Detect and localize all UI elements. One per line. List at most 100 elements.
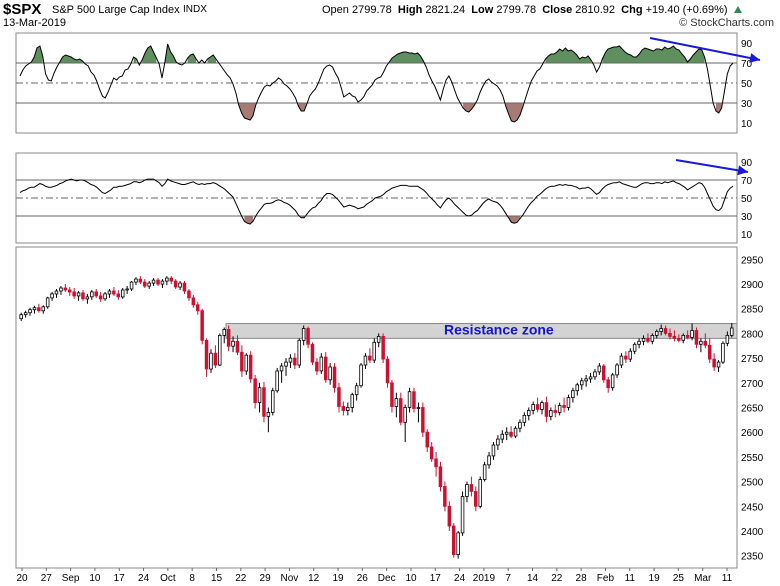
x-tick-label: 24 — [454, 573, 466, 584]
indicator2-tick-70: 70 — [741, 176, 753, 187]
x-tick-label: 15 — [211, 573, 223, 584]
candle-body — [637, 340, 641, 345]
candle-body — [703, 340, 708, 346]
indicator1-overbought-fill — [59, 55, 83, 63]
indicator1-tick-70: 70 — [741, 59, 753, 70]
candle-body — [663, 328, 668, 334]
candle-body — [125, 288, 129, 291]
indicator1-line — [19, 43, 734, 123]
x-tick-label: 24 — [138, 573, 150, 584]
price-tick-2550: 2550 — [741, 453, 764, 464]
candle-body — [165, 277, 169, 282]
candle-body — [381, 335, 385, 360]
ohlc-readout: Open 2799.78 High 2821.24 Low 2799.78 Cl… — [322, 4, 742, 16]
candle-body — [134, 278, 138, 283]
candle-body — [72, 291, 76, 297]
indicator1-tick-30: 30 — [741, 99, 753, 110]
candle-body — [37, 307, 41, 312]
indicator1-overbought-fill — [207, 55, 217, 63]
candle-body — [32, 307, 37, 311]
x-tick-label: 20 — [16, 573, 28, 584]
indicator1-overbought-fill — [164, 44, 177, 63]
candle-body — [129, 281, 134, 290]
x-tick-label: 25 — [673, 573, 685, 584]
candle-body — [156, 279, 160, 285]
candle-body — [447, 505, 452, 527]
candle-body — [85, 296, 90, 300]
high-value: 2821.24 — [425, 4, 466, 16]
indicator1-oversold-fill — [238, 103, 256, 120]
x-tick-label: 19 — [332, 573, 344, 584]
trend-arrow-2-head — [737, 165, 748, 176]
x-tick-label: 28 — [576, 573, 588, 584]
up-triangle-icon — [733, 6, 742, 13]
price-tick-2950: 2950 — [741, 255, 764, 266]
candle-body — [19, 314, 23, 320]
candle-body — [531, 404, 535, 411]
close-value: 2810.92 — [575, 4, 616, 16]
indicator1-overbought-fill — [187, 54, 197, 63]
candle-body — [266, 411, 271, 417]
indicator1-oversold-fill — [715, 103, 722, 113]
candle-body — [641, 337, 646, 342]
candle-body — [610, 374, 615, 389]
candle-body — [549, 410, 553, 417]
candle-body — [491, 444, 496, 457]
x-tick-label: Nov — [281, 573, 299, 584]
candle-body — [297, 339, 301, 366]
candle-body — [527, 410, 531, 416]
candle-body — [253, 378, 257, 403]
high-label: High — [397, 4, 423, 16]
candle-body — [275, 370, 279, 392]
indicator2-tick-30: 30 — [741, 212, 753, 223]
x-tick-label: 10 — [405, 573, 417, 584]
indicator1-tick-90: 90 — [741, 39, 753, 50]
candle-body — [522, 414, 527, 423]
candle-body — [235, 340, 240, 353]
x-tick-label: 7 — [505, 573, 511, 584]
x-tick-label: 14 — [527, 573, 539, 584]
candle-body — [394, 398, 399, 407]
trend-arrow-1-shaft — [649, 37, 761, 61]
candle-body — [244, 354, 248, 372]
price-tick-2800: 2800 — [741, 329, 764, 340]
candle-body — [63, 287, 68, 291]
candle-body — [372, 341, 376, 361]
candle-body — [337, 387, 341, 407]
candle-body — [518, 421, 522, 429]
candle-body — [116, 293, 121, 298]
open-value: 2799.78 — [351, 4, 392, 16]
indicator2-tick-90: 90 — [741, 158, 753, 169]
candle-body — [632, 343, 637, 352]
date-label: 13-Mar-2019 — [3, 17, 66, 29]
candle-body — [279, 365, 284, 372]
candle-body — [593, 371, 597, 378]
candle-body — [293, 357, 297, 366]
candle-body — [473, 491, 478, 507]
x-tick-label: 2019 — [473, 573, 496, 584]
candle-body — [231, 340, 235, 347]
candle-body — [222, 329, 226, 336]
price-tick-2900: 2900 — [741, 280, 764, 291]
candle-body — [628, 350, 633, 360]
candle-body — [699, 340, 703, 345]
candle-body — [571, 390, 575, 399]
candle-body — [451, 525, 456, 556]
open-label: Open — [322, 4, 349, 16]
candle-body — [98, 295, 103, 300]
x-tick-label: 22 — [235, 573, 247, 584]
price-tick-2450: 2450 — [741, 502, 764, 513]
indicator1-tick-50: 50 — [741, 79, 753, 90]
price-tick-2600: 2600 — [741, 428, 764, 439]
candle-body — [429, 446, 434, 460]
candle-body — [288, 357, 293, 363]
candle-body — [681, 334, 686, 341]
candle-body — [425, 431, 429, 448]
x-tick-label: 22 — [551, 573, 563, 584]
indicator1-overbought-fill — [31, 46, 43, 63]
candle-body — [725, 334, 730, 344]
indicator1-overbought-fill — [389, 52, 424, 63]
candle-body — [694, 330, 699, 345]
candle-body — [659, 328, 663, 332]
